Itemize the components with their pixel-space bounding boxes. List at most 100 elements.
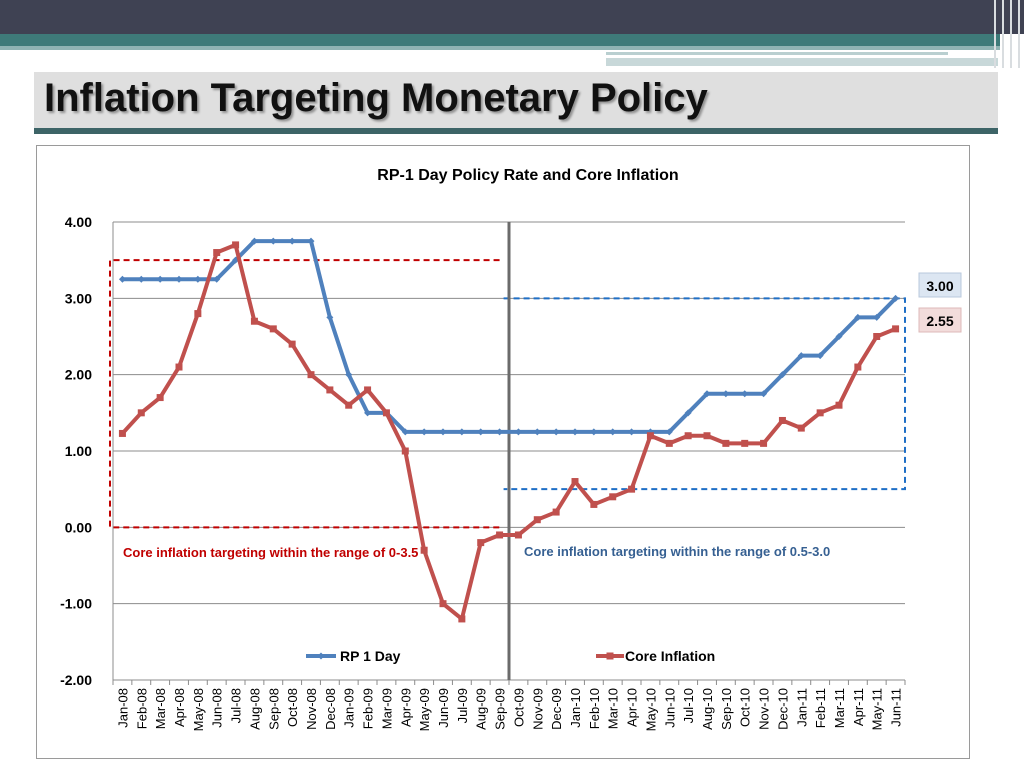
x-tick-label: Jul-10	[681, 688, 696, 723]
end-label: 3.00	[926, 278, 953, 294]
data-point	[118, 275, 126, 283]
x-tick-label: Jun-10	[662, 688, 677, 728]
x-tick-label: Dec-08	[323, 688, 338, 730]
data-point	[477, 539, 485, 547]
data-point	[590, 500, 598, 508]
title-bar	[34, 72, 998, 128]
data-point	[760, 439, 768, 447]
data-point	[571, 478, 579, 486]
data-point	[892, 325, 900, 333]
x-tick-label: Jun-11	[889, 688, 904, 727]
x-tick-label: Apr-10	[625, 688, 640, 727]
x-tick-label: Jul-08	[229, 688, 244, 723]
x-tick-label: Apr-08	[172, 688, 187, 727]
x-tick-label: Oct-08	[285, 688, 300, 727]
y-tick-label: 1.00	[65, 443, 92, 459]
x-tick-label: Feb-09	[361, 688, 376, 729]
slide-deco-line-4	[1018, 0, 1020, 68]
x-tick-label: Sep-09	[493, 688, 508, 730]
data-point	[760, 390, 768, 398]
data-point	[703, 432, 711, 440]
slide-accent-band-2	[606, 58, 998, 66]
data-point	[609, 493, 617, 501]
x-tick-label: Mar-10	[606, 688, 621, 729]
series	[118, 237, 900, 623]
data-point	[194, 275, 202, 283]
x-tick-label: Mar-11	[832, 688, 847, 728]
x-tick-label: Feb-10	[587, 688, 602, 729]
x-tick-label: Oct-10	[738, 688, 753, 727]
data-point	[288, 340, 296, 348]
chart-title: RP-1 Day Policy Rate and Core Inflation	[377, 167, 678, 184]
data-point	[401, 428, 409, 436]
legend-marker	[606, 652, 614, 660]
data-point	[137, 275, 145, 283]
legend-label: RP 1 Day	[340, 648, 401, 664]
data-point	[326, 313, 334, 321]
y-tick-label: 3.00	[65, 290, 92, 306]
data-point	[458, 615, 466, 623]
data-point	[741, 390, 749, 398]
x-tick-label: Nov-08	[304, 688, 319, 730]
data-point	[854, 363, 862, 371]
data-point	[628, 485, 636, 493]
data-point	[118, 429, 126, 437]
region-label: Core inflation targeting within the rang…	[123, 545, 418, 560]
data-point	[439, 428, 447, 436]
slide-accent-band-1	[606, 52, 948, 55]
data-point	[590, 428, 598, 436]
end-label: 2.55	[926, 313, 953, 329]
data-point	[420, 546, 428, 554]
page-title: Inflation Targeting Monetary Policy	[44, 76, 708, 120]
data-point	[722, 390, 730, 398]
data-point	[816, 409, 824, 417]
data-point	[514, 428, 522, 436]
data-point	[684, 409, 692, 417]
slide-teal-band	[0, 34, 1000, 46]
data-point	[175, 275, 183, 283]
x-tick-label: May-11	[870, 688, 885, 730]
data-point	[307, 237, 315, 245]
slide-deco-line-1	[994, 0, 996, 68]
data-point	[232, 241, 240, 249]
slide-deco-line-2	[1002, 0, 1004, 68]
data-point	[458, 428, 466, 436]
data-point	[514, 531, 522, 539]
data-point	[892, 294, 900, 302]
data-point	[533, 428, 541, 436]
data-point	[816, 352, 824, 360]
data-point	[835, 333, 843, 340]
x-tick-label: Nov-10	[757, 688, 772, 730]
legend-marker	[317, 652, 325, 660]
x-tick-label: May-09	[417, 688, 432, 731]
data-point	[778, 416, 786, 424]
data-point	[571, 428, 579, 436]
data-point	[684, 432, 692, 440]
data-point	[401, 447, 409, 455]
data-point	[496, 531, 504, 539]
series-line	[120, 239, 898, 434]
target-region-box	[109, 259, 500, 529]
data-point	[665, 439, 673, 447]
data-point	[269, 325, 277, 333]
chart-frame	[36, 145, 970, 759]
data-point	[873, 333, 881, 340]
data-point	[194, 310, 202, 318]
y-tick-label: 4.00	[65, 214, 92, 230]
data-point	[722, 439, 730, 447]
data-point	[364, 409, 372, 417]
x-tick-label: Jun-08	[210, 688, 225, 728]
x-axis: Jan-08 Feb-08 Mar-08 Apr-08 May-08 Jun-08 Jul-…	[112, 680, 906, 731]
data-point	[213, 275, 221, 283]
x-tick-label: Oct-09	[511, 688, 526, 727]
title-underline	[34, 128, 998, 134]
x-tick-label: Aug-10	[700, 688, 715, 730]
data-point	[552, 428, 560, 436]
data-point	[420, 428, 428, 436]
data-point	[496, 428, 504, 436]
series-line	[120, 242, 898, 621]
data-point	[835, 401, 843, 409]
end-label-box	[918, 307, 962, 333]
region-label: Core inflation targeting within the rang…	[524, 544, 830, 559]
x-tick-label: Apr-09	[398, 688, 413, 727]
